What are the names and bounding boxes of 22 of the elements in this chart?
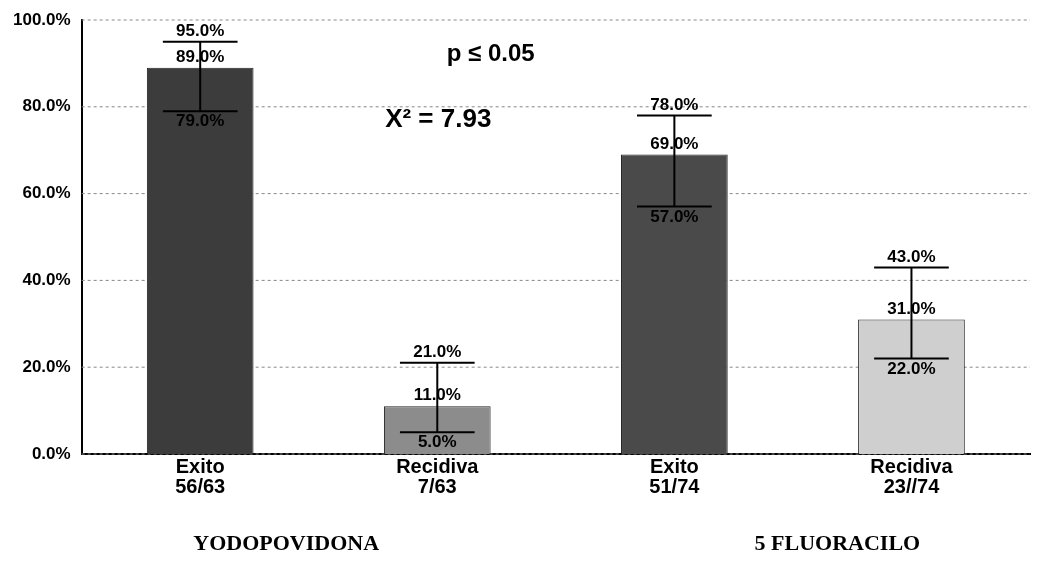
y-tick-label: 40.0% [22,270,71,290]
x-tick-label: Exito 56/63 [175,454,226,497]
y-tick-label: 60.0% [22,183,71,203]
annotation: 79.0% [176,111,225,131]
y-tick-label: 0.0% [31,443,71,463]
text: YODOPOVIDONA [193,530,380,556]
y-tick-label: 20.0% [22,356,71,376]
x-tick-label: Exito 51/74 [649,454,701,497]
x-tick-label: Recidiva 7/63 [396,454,480,497]
annotation: 22.0% [887,358,936,378]
x-tick-label: Recidiva 23//74 [870,454,954,497]
y-tick-label: 100.0% [12,9,71,29]
y-tick-label: 80.0% [22,96,71,116]
annotation: p ≤ 0.05 [446,39,535,67]
annotation: X² = 7.93 [385,102,492,133]
annotation: 5.0% [417,432,457,452]
annotation: 21.0% [413,342,462,362]
annotation: 95.0% [176,20,225,40]
annotation: 43.0% [887,246,936,266]
annotation: 78.0% [650,94,699,114]
annotation: 57.0% [650,206,699,226]
text: 5 FLUORACILO [754,530,921,556]
